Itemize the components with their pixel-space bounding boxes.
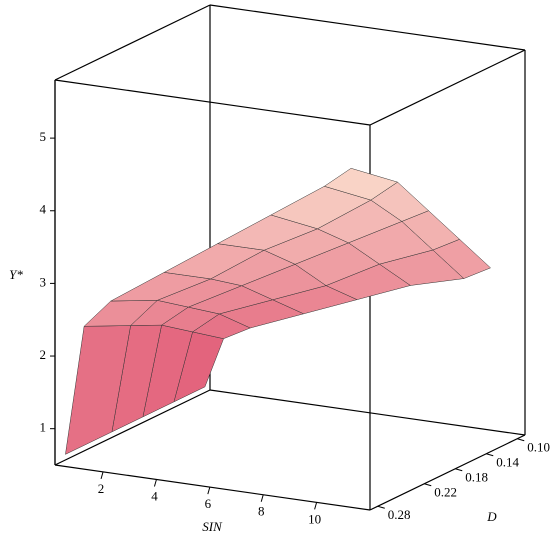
box-edge — [54, 4, 211, 81]
z-tick-label: 5 — [40, 129, 47, 144]
axes: 1 2 3 4 5 2 4 6 8 10 0.10 0.14 0.18 0.22 0.28 — [40, 49, 550, 526]
y-tick — [424, 483, 432, 487]
x-tick — [100, 471, 104, 480]
surface — [65, 168, 492, 455]
y-tick-label: 0.22 — [434, 485, 457, 500]
z-tick-label: 1 — [40, 420, 47, 435]
z-tick-label: 4 — [40, 202, 47, 217]
x-tick-label: 10 — [308, 511, 321, 526]
x-tick-label: 6 — [205, 496, 212, 511]
box-edge — [209, 389, 526, 436]
box-edge — [209, 4, 526, 51]
z-axis-label: Y* — [9, 267, 23, 282]
y-tick-label: 0.10 — [527, 440, 550, 455]
surface-patch — [323, 168, 399, 201]
x-tick-label: 2 — [98, 481, 105, 496]
box-edge — [54, 79, 371, 126]
y-tick — [486, 453, 494, 457]
x-tick-label: 4 — [151, 488, 158, 503]
x-axis-label: SIN — [202, 519, 223, 534]
y-tick-label: 0.28 — [388, 507, 411, 522]
y-tick — [377, 505, 385, 509]
x-tick — [260, 494, 264, 502]
x-tick — [153, 479, 157, 487]
box-edge — [54, 464, 371, 511]
z-tick-label: 3 — [40, 274, 47, 289]
y-tick-label: 0.18 — [465, 470, 488, 485]
y-axis-label: D — [486, 509, 497, 524]
x-tick-label: 8 — [258, 504, 265, 519]
box-edge — [369, 434, 526, 511]
y-tick — [455, 468, 463, 472]
y-tick — [517, 438, 525, 442]
x-tick — [207, 486, 211, 495]
box-edge — [369, 49, 526, 126]
y-tick-label: 0.14 — [496, 455, 519, 470]
x-tick — [314, 502, 318, 510]
z-tick-label: 2 — [40, 347, 47, 362]
box-edge — [54, 389, 211, 466]
